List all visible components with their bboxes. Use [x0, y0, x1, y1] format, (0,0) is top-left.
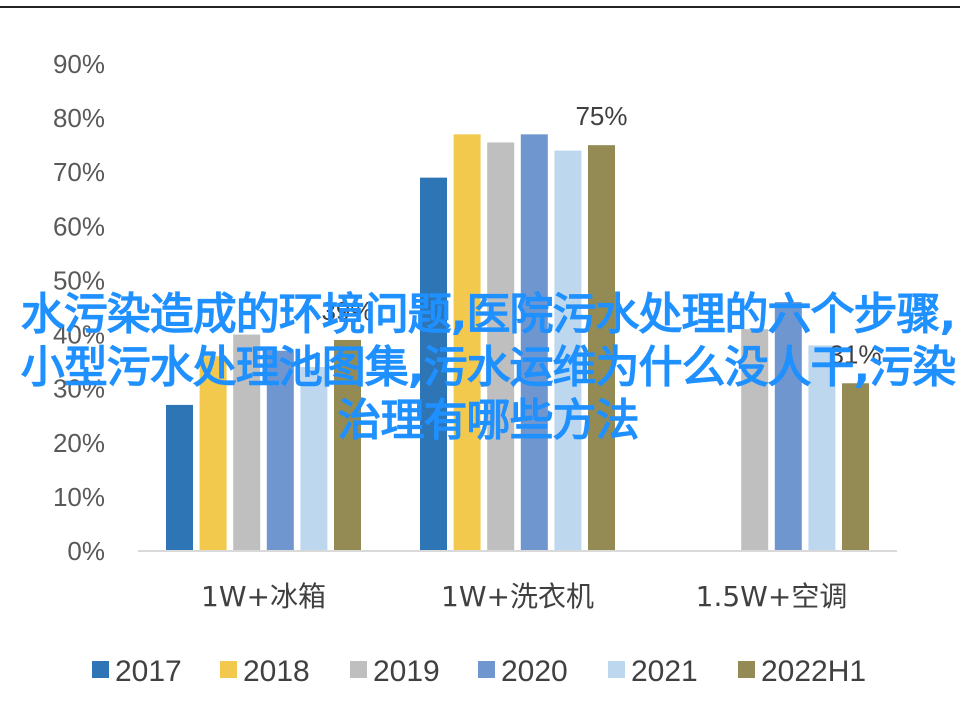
- bar-2022H1: [334, 339, 361, 551]
- y-tick-label: 70%: [53, 157, 105, 187]
- bar-2022H1: [842, 383, 869, 551]
- legend-swatch: [608, 661, 625, 678]
- x-category-label: 1W+洗衣机: [441, 580, 594, 613]
- legend-swatch: [738, 661, 755, 678]
- data-label: 75%: [575, 101, 627, 131]
- data-label: 39%: [321, 296, 373, 326]
- bar-2020: [266, 350, 294, 551]
- x-axis: 1W+冰箱 1W+洗衣机 1.5W+空调: [201, 580, 847, 613]
- top-border-line: [0, 6, 960, 8]
- y-tick-label: 30%: [53, 374, 105, 404]
- legend-swatch: [92, 661, 109, 678]
- bar-2021: [554, 150, 582, 552]
- bar-group: [166, 134, 869, 552]
- bar-2021: [808, 345, 836, 551]
- bar-2017: [420, 177, 447, 551]
- y-tick-label: 0%: [67, 536, 105, 566]
- y-tick-label: 10%: [53, 482, 105, 512]
- y-tick-label: 50%: [53, 265, 105, 295]
- overlay-title: 水污染造成的环境问题,医院污水处理的六个步骤,小型污水处理池图集,污水运维为什么…: [20, 289, 956, 446]
- legend-label: 2020: [501, 655, 568, 688]
- legend-label: 2022H1: [761, 655, 866, 688]
- x-category-label: 1.5W+空调: [696, 580, 848, 613]
- bar-2018: [453, 134, 481, 551]
- y-axis: 0% 10% 20% 30% 40% 50% 60% 70% 80% 90%: [53, 49, 105, 566]
- y-tick-label: 80%: [53, 103, 105, 133]
- legend: 2017 2018 2019 2020 2021 2022H1: [92, 655, 866, 688]
- bar-2019: [487, 142, 515, 551]
- legend-swatch: [220, 661, 237, 678]
- data-label: 31%: [829, 339, 881, 369]
- y-tick-label: 90%: [53, 49, 105, 79]
- y-tick-label: 60%: [53, 211, 105, 241]
- x-category-label: 1W+冰箱: [201, 580, 326, 613]
- legend-label: 2019: [373, 655, 440, 688]
- bar-2020: [774, 302, 802, 551]
- bar-2021: [300, 367, 328, 551]
- bar-2020: [520, 134, 548, 551]
- y-tick-label: 40%: [53, 320, 105, 350]
- legend-swatch: [350, 661, 367, 678]
- legend-label: 2021: [631, 655, 698, 688]
- y-tick-label: 20%: [53, 428, 105, 458]
- data-labels: 39% 75% 31%: [321, 101, 881, 369]
- bar-2022H1: [588, 145, 615, 551]
- bar-2019: [741, 329, 769, 551]
- legend-label: 2017: [115, 655, 182, 688]
- legend-swatch: [478, 661, 495, 678]
- bar-2018: [199, 356, 227, 551]
- bar-2017: [166, 404, 193, 551]
- legend-label: 2018: [243, 655, 310, 688]
- bar-2019: [233, 334, 261, 551]
